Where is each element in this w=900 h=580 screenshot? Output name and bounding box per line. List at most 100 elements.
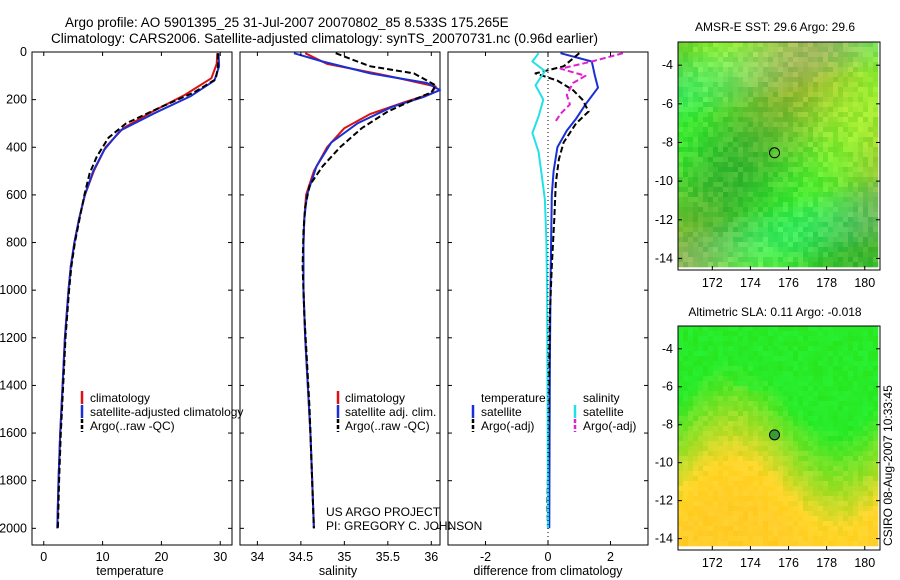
map-cell [858, 162, 864, 168]
map-cell [773, 102, 779, 108]
map-cell [708, 396, 714, 402]
map-cell [798, 401, 804, 407]
map-cell [848, 366, 854, 372]
map-cell [793, 351, 799, 357]
map-cell [843, 112, 849, 118]
map-cell [813, 262, 819, 268]
map-cell [713, 386, 719, 392]
map-cell [853, 541, 859, 547]
map-cell [813, 396, 819, 402]
map-cell [743, 326, 749, 332]
map-cell [858, 501, 864, 507]
map-cell [773, 157, 779, 163]
map-cell [863, 197, 869, 203]
map-cell [693, 202, 699, 208]
map-cell [678, 466, 684, 472]
map-cell [828, 466, 834, 472]
map-cell [713, 326, 719, 332]
map-cell [783, 167, 789, 173]
map-cell [873, 102, 879, 108]
map-cell [733, 97, 739, 103]
map-cell [738, 132, 744, 138]
map-cell [703, 326, 709, 332]
map-cell [738, 142, 744, 148]
map-cell [733, 262, 739, 268]
map-cell [763, 52, 769, 58]
map-cell [858, 396, 864, 402]
map-cell [743, 541, 749, 547]
map-cell [818, 252, 824, 258]
map-cell [843, 406, 849, 412]
map-cell [853, 252, 859, 258]
map-cell [843, 361, 849, 367]
map-cell [873, 351, 879, 357]
map-cell [788, 62, 794, 68]
map-cell [818, 491, 824, 497]
map-cell [713, 222, 719, 228]
map-cell [808, 227, 814, 233]
map-cell [833, 142, 839, 148]
map-cell [688, 227, 694, 233]
map-cell [808, 471, 814, 477]
map-cell [678, 67, 684, 73]
map-cell [788, 326, 794, 332]
map-cell [843, 217, 849, 223]
map-cell [788, 341, 794, 347]
map-cell [818, 202, 824, 208]
map-cell [813, 67, 819, 73]
map-cell [843, 127, 849, 133]
map-x-tick-label: 180 [854, 276, 875, 290]
map-cell [783, 536, 789, 542]
map-cell [818, 501, 824, 507]
map-cell [778, 361, 784, 367]
map-cell [833, 436, 839, 442]
map-cell [743, 451, 749, 457]
map-cell [763, 411, 769, 417]
map-cell [833, 486, 839, 492]
map-cell [813, 356, 819, 362]
map-cell [868, 401, 874, 407]
map-cell [863, 386, 869, 392]
map-x-tick-label: 176 [778, 556, 799, 570]
map-cell [733, 396, 739, 402]
map-cell [863, 456, 869, 462]
map-cell [768, 451, 774, 457]
map-cell [773, 496, 779, 502]
map-cell [793, 381, 799, 387]
map-cell [788, 227, 794, 233]
map-cell [873, 237, 879, 243]
map-cell [798, 87, 804, 93]
map-cell [753, 416, 759, 422]
map-cell [793, 52, 799, 58]
map-cell [693, 232, 699, 238]
map-cell [728, 521, 734, 527]
map-cell [773, 172, 779, 178]
map-cell [748, 232, 754, 238]
map-cell [798, 326, 804, 332]
map-cell [848, 446, 854, 452]
map-cell [748, 401, 754, 407]
map-cell [843, 536, 849, 542]
map-cell [778, 87, 784, 93]
map-cell [853, 446, 859, 452]
map-cell [858, 62, 864, 68]
map-cell [728, 431, 734, 437]
map-cell [688, 192, 694, 198]
map-cell [798, 506, 804, 512]
map-cell [788, 262, 794, 268]
map-cell [868, 242, 874, 248]
map-cell [723, 172, 729, 178]
map-cell [713, 112, 719, 118]
map-cell [743, 117, 749, 123]
map-cell [718, 496, 724, 502]
map-cell [853, 531, 859, 537]
map-cell [718, 411, 724, 417]
map-cell [698, 117, 704, 123]
map-cell [758, 401, 764, 407]
map-cell [823, 541, 829, 547]
map-cell [753, 541, 759, 547]
map-cell [688, 187, 694, 193]
map-cell [783, 202, 789, 208]
map-cell [868, 42, 874, 48]
